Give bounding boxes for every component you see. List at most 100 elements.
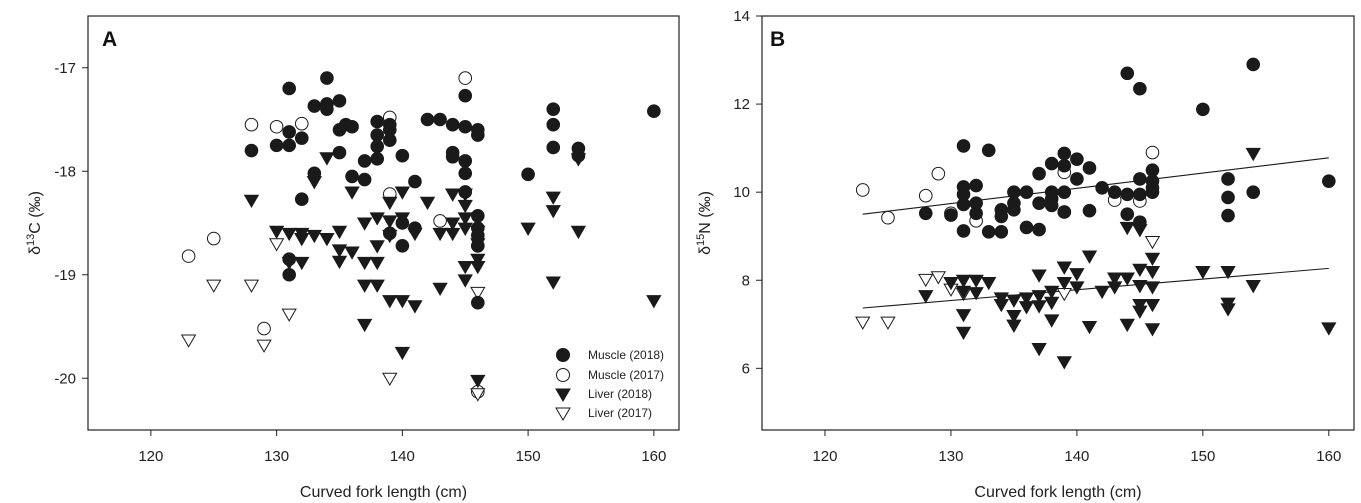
panel-b-y-tick-label: 12 [733,96,750,113]
panel-b-y-tick-label: 10 [733,184,750,201]
panel-b-point-muscle-2018 [1082,203,1097,218]
panel-a-point-liver-2018 [457,274,473,288]
panel-b-point-muscle-2018 [994,202,1009,217]
panel-a-point-liver-2017 [281,308,297,322]
panel-a-point-muscle-2018 [458,185,473,199]
panel-b-point-muscle-2018 [1057,185,1072,199]
panel-b-point-liver-2018 [993,298,1009,313]
panel-a-point-liver-2018 [646,295,662,309]
panel-a-point-muscle-2018 [370,139,385,154]
panel-b-y-tick-label: 6 [742,360,750,377]
panel-a-point-liver-2018 [444,227,461,242]
panel-a-point-liver-2018 [356,279,373,293]
panel-b-point-liver-2018 [943,276,959,291]
panel-b-point-liver-2018 [1006,294,1022,308]
panel-a-point-liver-2018 [570,225,587,240]
panel-b-point-muscle-2018 [1133,172,1147,186]
panel-b-point-muscle-2018 [1070,172,1084,186]
panel-a-point-liver-2018 [470,260,486,275]
panel-a-point-muscle-2018 [647,104,661,119]
panel-b-x-tick-label: 120 [812,448,837,465]
panel-b-letter: B [770,28,785,51]
panel-b-point-liver-2018 [968,274,984,289]
panel-b-trendlines [862,157,1329,309]
panel-a-point-muscle-2018 [395,216,410,230]
panel-b-point-muscle-2018 [981,225,996,239]
panel-a-point-muscle-2018 [546,140,561,155]
panel-b-point-muscle-2018 [1044,198,1059,213]
panel-b-point-liver-2018 [1119,272,1135,286]
panel-b-point-liver-2018 [918,290,934,304]
panel-b-point-liver-2018 [1094,285,1110,300]
panel-a-point-liver-2017 [256,339,272,353]
panel-b-point-muscle-2018 [1246,57,1261,72]
panel-b-point-muscle-2018 [994,225,1009,239]
panel-b-point-liver-2018 [1107,272,1123,286]
panel-b-point-liver-2018 [1056,276,1072,291]
legend-label-muscle-2017: Muscle (2017) [588,368,664,382]
panel-a-point-liver-2018 [457,212,473,226]
panel-a-x-tick-label: 150 [516,448,541,465]
panel-b-point-muscle-2018 [1133,81,1147,96]
panel-b-point-muscle-2018 [969,206,983,221]
panel-b-point-liver-2018 [1195,265,1211,280]
panel-a-point-muscle-2018 [294,131,309,145]
panel-a-point-liver-2018 [419,196,436,211]
panel-a-point-muscle-2017 [269,119,284,134]
panel-a-point-liver-2018 [369,279,385,293]
panel-b-point-muscle-2018 [956,224,971,238]
panel-b-point-muscle-2018 [1221,190,1235,205]
panel-b-point-liver-2018 [1144,265,1161,280]
legend-marker-liver-2018 [555,388,571,402]
panel-b-point-liver-2018 [1044,314,1060,328]
panel-b-point-liver-2018 [1245,147,1261,162]
panel-b-y-tick-label: 14 [733,8,750,25]
panel-a-point-muscle-2018 [282,138,296,153]
panel-a-y-tick-label: -17 [54,60,76,77]
panel-b-point-muscle-2018 [981,143,996,158]
panel-b-point-muscle-2017 [918,188,933,203]
panel-a-point-muscle-2018 [546,102,561,116]
panel-b-point-muscle-2018 [1057,158,1072,173]
panel-b-point-liver-2018 [1069,268,1085,282]
panel-a-y-tick-label: -19 [54,267,76,284]
panel-a-x-tick-label: 160 [641,448,666,465]
panel-b-point-muscle-2018 [1032,166,1046,181]
panel-a-point-liver-2018 [294,233,310,247]
panel-a-marks [180,71,662,402]
panel-a-point-liver-2018 [444,217,461,231]
panel-b-point-muscle-2018 [1082,161,1097,175]
panel-a-y-axis-title: δ13C (‰) [25,191,44,255]
panel-a-point-muscle-2018 [307,99,322,113]
panel-a-point-liver-2018 [294,256,310,271]
panel-a-x-axis-title: Curved fork length (cm) [300,484,467,501]
panel-b-point-muscle-2018 [1070,152,1084,166]
panel-a-point-liver-2018 [306,229,323,244]
panel-a-point-liver-2017 [180,334,197,348]
panel-a-axes: 120 130 140 150 160 -20 -19 -18 -17 [54,60,666,465]
panel-a-point-liver-2018 [520,222,536,236]
panel-b-point-liver-2018 [1119,221,1135,236]
panel-b-point-liver-2018 [1006,319,1022,333]
panel-b-point-muscle-2018 [1057,205,1072,219]
panel-b-point-liver-2018 [1132,280,1148,294]
panel-a-point-liver-2017 [243,279,260,293]
panel-a-point-muscle-2018 [458,88,473,103]
panel-a-point-muscle-2018 [370,152,385,166]
panel-a-point-liver-2017 [268,238,285,252]
panel-b-point-muscle-2018 [1032,222,1046,237]
panel-b-frame [761,15,1355,431]
panel-a-point-liver-2018 [545,191,561,205]
panel-b-point-muscle-2018 [1221,208,1235,223]
panel-a-point-muscle-2018 [471,128,485,142]
panel-a-point-muscle-2018 [521,167,535,182]
panel-b-point-liver-2018 [1031,269,1047,283]
panel-b-point-liver-2018 [1069,281,1085,295]
panel-b-point-liver-2018 [1132,305,1148,319]
panel-b-point-muscle-2017 [855,183,870,197]
panel-a-point-liver-2018 [545,205,561,219]
panel-a-point-liver-2018 [457,199,473,214]
panel-b-point-muscle-2018 [956,197,971,212]
panel-b-point-muscle-2018 [1019,220,1034,235]
